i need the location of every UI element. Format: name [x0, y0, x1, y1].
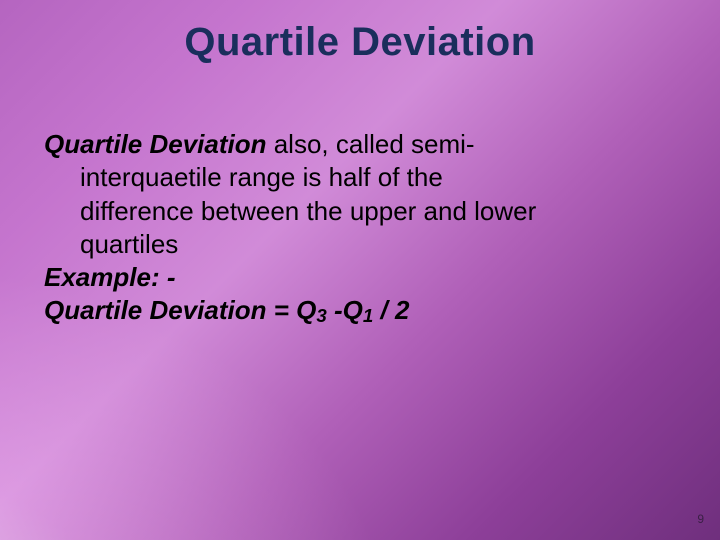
definition-term: Quartile Deviation — [44, 129, 267, 159]
definition-line1: Quartile Deviation also, called semi- — [44, 128, 660, 161]
slide-title: Quartile Deviation — [0, 20, 720, 65]
formula-sub-1: 1 — [363, 305, 373, 326]
slide: Quartile Deviation Quartile Deviation al… — [0, 0, 720, 540]
page-number: 9 — [697, 512, 704, 526]
formula-lead: Quartile Deviation = Q — [44, 295, 316, 325]
formula-line: Quartile Deviation = Q3 -Q1 / 2 — [44, 294, 660, 327]
formula-sub-3: 3 — [316, 305, 326, 326]
example-label: Example: - — [44, 261, 660, 294]
definition-first-fragment: also, called semi- — [267, 129, 475, 159]
formula-mid: -Q — [327, 295, 363, 325]
definition-line2: interquaetile range is half of the — [44, 161, 660, 194]
slide-body: Quartile Deviation also, called semi- in… — [44, 128, 660, 328]
formula-tail: / 2 — [373, 295, 409, 325]
definition-line4: quartiles — [44, 228, 660, 261]
definition-line3: difference between the upper and lower — [44, 195, 660, 228]
